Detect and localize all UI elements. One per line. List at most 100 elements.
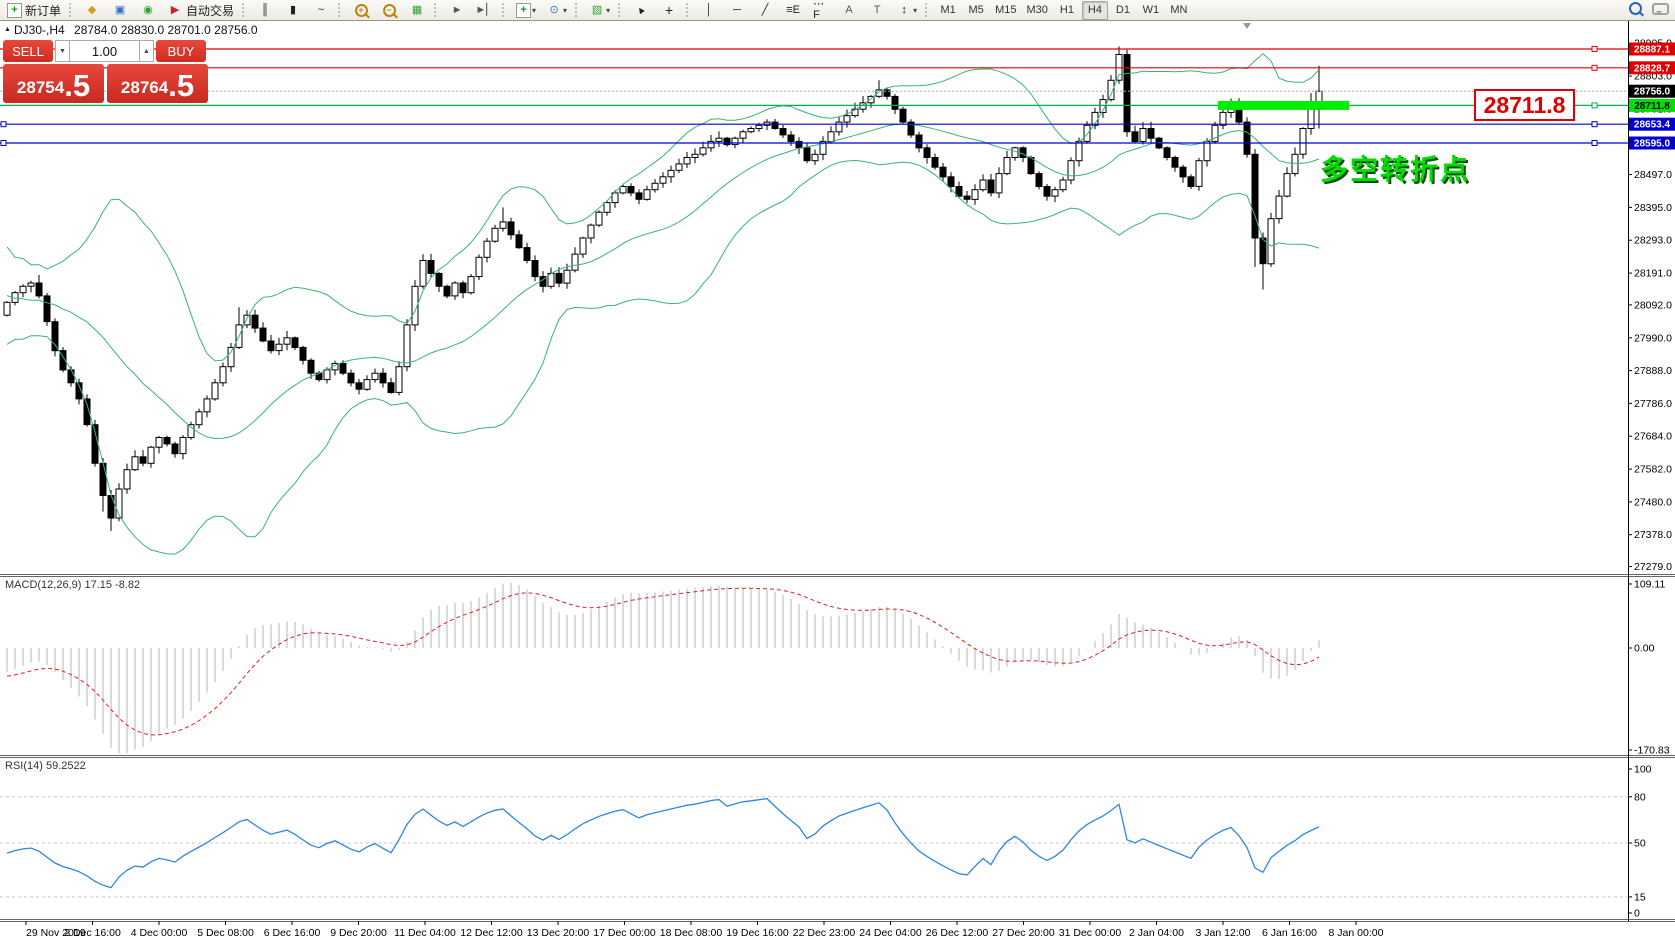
signals-icon: ◉ <box>143 3 153 16</box>
svg-text:100: 100 <box>1634 764 1652 776</box>
sell-price-panel[interactable]: 28754.5 <box>3 64 104 103</box>
cursor-icon: ▲ <box>633 2 649 17</box>
svg-text:4 Dec 00:00: 4 Dec 00:00 <box>131 927 188 939</box>
candlestick-chart-button[interactable]: ▮ <box>280 1 306 20</box>
sell-button[interactable]: SELL <box>3 40 53 62</box>
svg-text:27279.0: 27279.0 <box>1634 561 1672 573</box>
chart-ohlc-header: DJ30-,H4 28784.0 28830.0 28701.0 28756.0 <box>14 23 258 37</box>
svg-text:0.00: 0.00 <box>1634 643 1655 655</box>
svg-text:8 Jan 00:00: 8 Jan 00:00 <box>1329 927 1384 939</box>
zoom-in-button[interactable]: + <box>348 1 374 20</box>
fibonacci-button[interactable]: ≡E <box>780 1 806 20</box>
svg-text:22 Dec 23:00: 22 Dec 23:00 <box>793 927 856 939</box>
svg-text:27 Dec 20:00: 27 Dec 20:00 <box>992 927 1055 939</box>
metaeditor-button[interactable]: ▣ <box>107 1 133 20</box>
vertical-line-button[interactable]: │ <box>696 1 722 20</box>
autotrading-button[interactable]: ▶ 自动交易 <box>163 1 238 20</box>
bar-chart-button[interactable]: ║ <box>252 1 278 20</box>
text-button[interactable]: A <box>836 1 862 20</box>
chart-shift-marker <box>1243 23 1251 29</box>
signals-button[interactable]: ◉ <box>135 1 161 20</box>
horizontal-lines <box>0 46 1628 146</box>
zoom-out-button[interactable]: − <box>376 1 402 20</box>
rsi-pane <box>0 796 1628 898</box>
auto-scroll-button[interactable]: ► <box>444 1 470 20</box>
collapse-panel-icon[interactable]: ▲ <box>4 26 11 33</box>
line-chart-icon: ~ <box>317 3 325 16</box>
buy-button[interactable]: BUY <box>156 40 206 62</box>
add-indicator-button[interactable]: + ▾ <box>512 1 540 20</box>
dropdown-arrow-icon: ▾ <box>532 5 537 15</box>
svg-text:11 Dec 04:00: 11 Dec 04:00 <box>394 927 456 939</box>
timeframe-H4[interactable]: H4 <box>1081 0 1108 20</box>
toolbar-separator <box>502 3 508 17</box>
timeframe-W1[interactable]: W1 <box>1142 4 1160 16</box>
price-tag: 28653.4 <box>1634 120 1671 131</box>
templates-button[interactable]: ▧ ▾ <box>585 1 614 20</box>
volume-decrease-button[interactable]: ▼ <box>55 40 70 62</box>
zoom-out-icon: − <box>382 3 396 17</box>
svg-text:-170.83: -170.83 <box>1634 745 1670 757</box>
arrows-button[interactable]: ↕ ▾ <box>892 1 921 20</box>
styler-button[interactable]: ◆ <box>79 1 105 20</box>
crosshair-icon: + <box>664 2 674 18</box>
periods-button[interactable]: ⊙ ▾ <box>542 1 571 20</box>
svg-text:2 Jan 04:00: 2 Jan 04:00 <box>1129 927 1184 939</box>
new-order-button[interactable]: + 新订单 <box>3 1 65 20</box>
one-click-trading-panel: SELL ▼ 1.00 ▲ BUY 28754.5 28764.5 <box>3 40 208 103</box>
price-callout-box[interactable]: 28711.8 <box>1474 89 1575 121</box>
fibonacci-icon: ≡E <box>786 3 800 16</box>
sell-price-main: 28754 <box>16 78 65 97</box>
timeframe-M30[interactable]: M30 <box>1026 4 1048 16</box>
trendline-button[interactable]: ╱ <box>752 1 778 20</box>
price-tag: 28595.0 <box>1634 139 1671 150</box>
price-axis: 28905.028803.028701.028497.028395.028293… <box>1628 38 1675 920</box>
timeframe-H1[interactable]: H1 <box>1059 4 1074 16</box>
svg-text:80: 80 <box>1634 791 1646 803</box>
svg-text:0: 0 <box>1634 908 1640 920</box>
buy-price-fraction: .5 <box>168 68 195 103</box>
text-label-button[interactable]: T <box>864 1 890 20</box>
cursor-button[interactable]: ▲ <box>628 1 654 20</box>
dropdown-arrow-icon: ▾ <box>563 5 568 15</box>
crosshair-button[interactable]: + <box>656 1 682 20</box>
toolbar-separator <box>575 3 581 17</box>
timeframe-M1[interactable]: M1 <box>940 4 956 16</box>
timeframe-MN[interactable]: MN <box>1170 4 1188 16</box>
text-icon: A <box>845 3 853 16</box>
timeframe-D1[interactable]: D1 <box>1115 4 1130 16</box>
periods-icon: ⊙ <box>549 3 559 16</box>
tile-windows-icon: ▦ <box>411 3 423 16</box>
zoom-in-icon: + <box>354 3 368 17</box>
autotrading-label: 自动交易 <box>186 3 235 18</box>
buy-price-panel[interactable]: 28764.5 <box>107 64 208 103</box>
arrows-icon: ↕ <box>901 3 907 16</box>
volume-input[interactable]: 1.00 <box>70 40 139 62</box>
svg-text:26 Dec 12:00: 26 Dec 12:00 <box>926 927 989 939</box>
svg-text:27582.0: 27582.0 <box>1634 464 1672 476</box>
timeframe-M5[interactable]: M5 <box>968 4 984 16</box>
line-chart-button[interactable]: ~ <box>308 1 334 20</box>
autotrading-icon: ▶ <box>170 3 180 16</box>
symbol-period-label: DJ30-,H4 <box>14 23 65 37</box>
search-icon[interactable] <box>1629 2 1642 15</box>
svg-text:28293.0: 28293.0 <box>1634 235 1672 247</box>
macd-pane <box>6 583 1320 753</box>
channel-button[interactable]: ⋯F <box>808 0 834 21</box>
volume-increase-button[interactable]: ▲ <box>139 40 154 62</box>
add-indicator-icon: + <box>516 2 532 18</box>
vertical-line-icon: │ <box>705 3 713 16</box>
price-tag: 28756.0 <box>1634 87 1671 98</box>
chat-icon[interactable] <box>1652 2 1669 15</box>
svg-text:109.11: 109.11 <box>1634 579 1665 591</box>
rsi-indicator-label: RSI(14) 59.2522 <box>5 760 86 772</box>
chart-shift-button[interactable]: ►▏ <box>472 1 498 20</box>
svg-text:12 Dec 12:00: 12 Dec 12:00 <box>460 927 523 939</box>
channel-icon: ⋯F <box>813 0 825 21</box>
horizontal-line-button[interactable]: ─ <box>724 1 750 20</box>
timeframe-M15[interactable]: M15 <box>995 4 1017 16</box>
svg-text:27378.0: 27378.0 <box>1634 529 1672 541</box>
price-tag: 28887.1 <box>1634 45 1671 56</box>
tile-windows-button[interactable]: ▦ <box>404 1 430 20</box>
